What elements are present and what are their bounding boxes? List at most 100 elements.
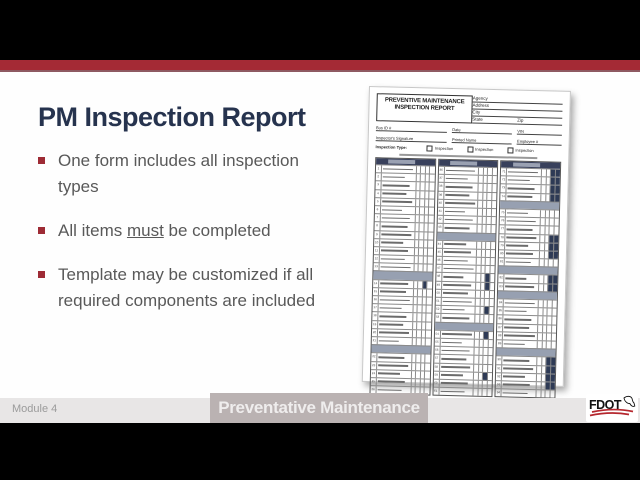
form-item-row: 25: [370, 377, 430, 387]
form-item-row: 54: [434, 329, 494, 340]
form-item-row: 76: [499, 216, 559, 226]
form-item-row: 57: [433, 353, 493, 364]
checkbox-label: Inspection: [515, 147, 534, 154]
bullet-square-icon: [38, 227, 45, 234]
bullet-text: One form includes all inspection types: [58, 151, 299, 196]
vin-field: VIN: [517, 128, 562, 136]
form-item-row: 13: [373, 262, 433, 273]
checkbox-icon: [467, 146, 474, 153]
signature-field: Inspector's Signature: [375, 135, 447, 143]
form-column: 1 2 3 4 5 6 7 8 9 10 11 12 13 14 15 16 17 18 19 20 21 22 23 24 2…: [369, 157, 436, 396]
form-item-row: 9: [374, 229, 434, 240]
zip-field: Zip: [517, 117, 563, 126]
form-table: 1 2 3 4 5 6 7 8 9 10 11 12 13 14 15 16 17 18 19 20 21 22 23 24 2…: [369, 157, 562, 399]
form-item-row: 85: [497, 306, 557, 317]
bullet-item: Template may be customized if all requir…: [38, 262, 338, 314]
form-item-row: 59: [433, 370, 493, 380]
form-item-row: 92: [496, 371, 556, 382]
form-item-row: 24: [370, 368, 430, 379]
form-item-row: 79: [499, 240, 559, 251]
form-item-row: 22: [371, 352, 431, 363]
accent-bar: [0, 60, 640, 72]
printed-name-field: Printed Name: [451, 137, 512, 145]
form-item-row: 90: [496, 355, 556, 366]
date-field: Date: [452, 127, 512, 135]
form-item-row: 74: [500, 191, 560, 202]
bullet-item: All items must be completed: [38, 218, 338, 244]
inspection-type-label: Inspection Type:: [375, 144, 408, 150]
form-title-box: PREVENTIVE MAINTENANCE INSPECTION REPORT: [376, 93, 473, 124]
form-column: 36 37 38 39 40 41 42 43 44 45 46 47 48 49 50 51 52 53 54 55…: [432, 158, 499, 398]
checkbox-icon: [507, 147, 514, 154]
banner-text: Preventative Maintenance: [218, 398, 420, 417]
form-item-row: 89: [496, 339, 556, 349]
form-item-row: 16: [372, 295, 432, 305]
svg-text:FDOT: FDOT: [589, 398, 622, 412]
form-item-row: 49: [435, 280, 495, 290]
form-item-row: 51: [435, 296, 495, 307]
form-item-row: 88: [497, 330, 557, 341]
form-item-row: 87: [497, 322, 557, 333]
form-item-row: 52: [435, 304, 494, 315]
form-item-row: 15: [372, 286, 432, 297]
form-item-row: 37: [438, 173, 498, 184]
form-item-row: 2: [375, 172, 435, 183]
form-item-row: 43: [437, 223, 496, 233]
form-header: PREVENTIVE MAINTENANCE INSPECTION REPORT…: [376, 93, 563, 126]
form-item-row: 45: [436, 247, 496, 258]
form-item-row: 17: [372, 303, 432, 313]
form-item-row: 60: [433, 378, 493, 389]
bullet-text: All items must be completed: [58, 221, 271, 240]
form-item-row: 61: [433, 386, 492, 397]
form-item-row: 11: [373, 246, 433, 256]
bullet-square-icon: [38, 157, 45, 164]
form-item-row: 86: [497, 314, 557, 325]
form-item-row: 75: [500, 208, 560, 218]
form-item-row: 55: [434, 337, 494, 348]
underlined-word: must: [126, 221, 164, 240]
form-item-row: 82: [498, 273, 558, 284]
form-item-row: 40: [437, 198, 497, 209]
page-title: PM Inspection Report: [38, 102, 306, 133]
checkbox-icon: [426, 145, 434, 152]
form-item-row: 94: [495, 388, 555, 398]
form-item-row: 14: [373, 278, 432, 289]
checkbox-label: Inspection: [434, 145, 454, 152]
form-item-row: 3: [375, 180, 435, 191]
form-item-row: 53: [434, 313, 494, 323]
form-item-row: 58: [433, 362, 493, 372]
form-item-row: 38: [438, 182, 497, 192]
form-item-row: 83: [498, 281, 558, 292]
form-item-row: 42: [437, 214, 497, 225]
form-item-row: 39: [437, 190, 497, 200]
form-item-row: 41: [437, 206, 497, 217]
module-label: Module 4: [12, 403, 58, 415]
form-item-row: 72: [500, 175, 560, 186]
bullet-text: Template may be customized if all requir…: [58, 265, 316, 310]
banner: Preventative Maintenance: [210, 393, 428, 423]
form-item-row: 77: [499, 224, 559, 235]
form-item-row: 91: [496, 363, 556, 374]
inspection-form-image: PREVENTIVE MAINTENANCE INSPECTION REPORT…: [361, 86, 571, 423]
bullet-square-icon: [38, 271, 45, 278]
fdot-logo: FDOT: [586, 394, 638, 422]
form-item-row: 48: [435, 272, 495, 282]
bottom-letterbox: [0, 423, 640, 480]
form-item-row: 47: [436, 263, 495, 274]
bullet-item: One form includes all inspection types: [38, 148, 338, 200]
form-item-row: 46: [436, 255, 496, 266]
form-address-block: Agency Address City State Zip: [472, 95, 563, 126]
form-item-row: 7: [374, 213, 434, 223]
form-item-row: 12: [373, 254, 433, 264]
form-item-row: 19: [372, 319, 431, 330]
form-item-row: 56: [434, 345, 493, 356]
form-item-row: 23: [371, 360, 430, 371]
top-letterbox: [0, 0, 640, 60]
form-meta-row1: Bus ID # Date VIN: [375, 125, 562, 136]
checkbox-label: Inspection: [475, 146, 494, 153]
employee-field: Employee #: [516, 138, 562, 146]
form-item-row: 78: [499, 232, 559, 243]
form-item-row: 8: [374, 221, 434, 232]
form-item-row: 10: [374, 237, 433, 248]
